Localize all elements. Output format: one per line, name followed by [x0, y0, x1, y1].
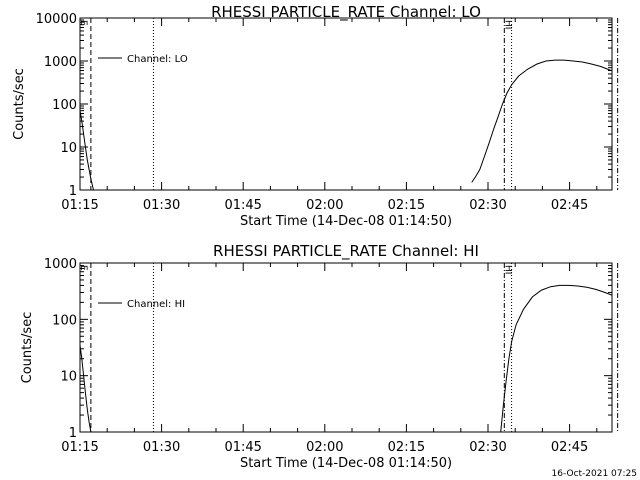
event-marker-label: HI	[502, 20, 512, 29]
x-tick-label: 02:30	[469, 198, 506, 213]
chart-title: RHESSI PARTICLE_RATE Channel: LO	[211, 3, 481, 22]
y-tick-label: 100	[52, 98, 77, 113]
event-marker-label: E	[78, 20, 88, 26]
y-tick-label: 10000	[36, 12, 77, 27]
event-marker-label: E	[78, 265, 88, 271]
legend-entry: Channel: HI	[127, 299, 185, 310]
x-tick-label: 02:15	[388, 198, 425, 213]
y-tick-label: 100	[52, 313, 77, 328]
series-line	[471, 59, 612, 183]
y-tick-label: 1	[69, 426, 77, 441]
legend-entry: Channel: LO	[127, 54, 188, 65]
x-tick-label: 02:00	[306, 198, 343, 213]
chart-lo-channel: RHESSI PARTICLE_RATE Channel: LO Counts/s…	[12, 3, 619, 229]
y-tick-label: 1	[69, 184, 77, 199]
y-axis-label: Counts/sec	[20, 312, 35, 384]
x-tick-label: 01:30	[143, 440, 180, 455]
x-tick-label: 02:00	[306, 440, 343, 455]
chart-hi-channel: RHESSI PARTICLE_RATE Channel: HI Counts/s…	[20, 242, 619, 471]
x-tick-label: 02:45	[551, 198, 588, 213]
y-axis-label: Counts/sec	[12, 68, 27, 140]
series-line	[80, 344, 92, 432]
plot-frame	[79, 262, 613, 433]
plot-frame	[79, 17, 613, 191]
chart-title: RHESSI PARTICLE_RATE Channel: HI	[213, 242, 479, 261]
series-line	[80, 110, 95, 190]
x-tick-label: 01:15	[61, 440, 98, 455]
y-tick-label: 10	[60, 370, 77, 385]
y-tick-label: 1000	[44, 257, 77, 272]
x-tick-label: 02:15	[388, 440, 425, 455]
x-tick-label: 02:30	[469, 440, 506, 455]
x-tick-label: 02:45	[551, 440, 588, 455]
x-tick-label: 01:30	[143, 198, 180, 213]
x-tick-label: 01:45	[224, 440, 261, 455]
event-marker-label: HI	[502, 265, 512, 274]
x-axis-label: Start Time (14-Dec-08 01:14:50)	[240, 214, 452, 229]
y-tick-label: 1000	[44, 55, 77, 70]
x-tick-label: 01:45	[224, 198, 261, 213]
y-tick-label: 10	[60, 141, 77, 156]
series-line	[500, 284, 612, 432]
x-tick-label: 01:15	[61, 198, 98, 213]
x-axis-label: Start Time (14-Dec-08 01:14:50)	[240, 456, 452, 471]
footer-timestamp: 16-Oct-2021 07:25	[552, 469, 637, 479]
